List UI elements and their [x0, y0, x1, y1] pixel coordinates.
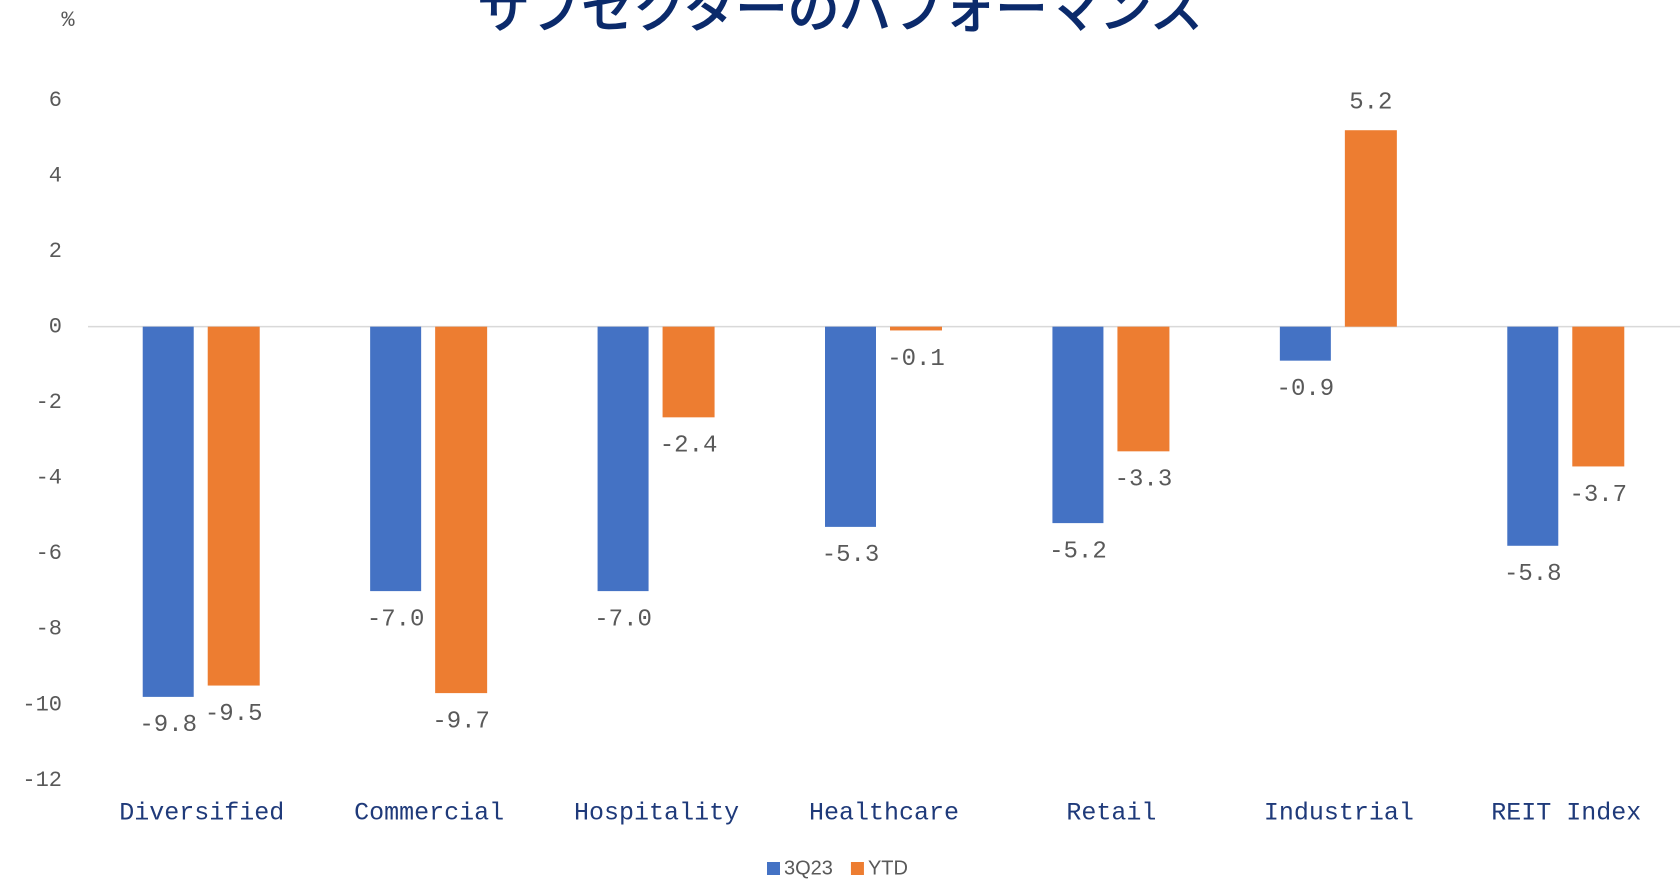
- data-label: -9.7: [432, 708, 490, 735]
- y-tick-label: -4: [36, 466, 62, 491]
- data-label: -9.8: [139, 712, 197, 739]
- data-label: -5.8: [1504, 561, 1562, 588]
- bar: [1052, 326, 1104, 524]
- legend-swatch: [767, 862, 780, 875]
- bar: [1279, 326, 1331, 361]
- x-tick-label: Commercial: [354, 799, 504, 828]
- y-tick-label: 6: [49, 88, 62, 113]
- x-tick-label: Retail: [1066, 799, 1156, 828]
- bar: [597, 326, 649, 592]
- x-tick-label: REIT Index: [1491, 799, 1641, 828]
- bar: [1572, 326, 1625, 467]
- y-tick-label: -2: [36, 390, 62, 415]
- x-tick-label: Healthcare: [809, 799, 959, 828]
- y-tick-label: -6: [36, 541, 62, 566]
- y-tick-label: 4: [49, 163, 62, 188]
- x-tick-label: Hospitality: [574, 799, 739, 828]
- y-tick-label: -10: [22, 692, 62, 717]
- data-label: 5.2: [1349, 90, 1392, 117]
- data-label: -7.0: [594, 606, 652, 633]
- bar: [1117, 326, 1170, 452]
- data-label: -0.9: [1277, 376, 1335, 403]
- data-label: -3.3: [1115, 467, 1173, 494]
- bar: [370, 326, 422, 592]
- bar: [142, 326, 194, 697]
- data-label: -9.5: [205, 701, 263, 728]
- x-tick-label: Diversified: [119, 799, 284, 828]
- bar: [207, 326, 260, 686]
- data-label: -7.0: [367, 606, 425, 633]
- bar: [1344, 130, 1397, 327]
- data-label: -3.7: [1569, 482, 1627, 509]
- bar: [435, 326, 488, 694]
- data-label: -2.4: [660, 433, 718, 460]
- bar: [825, 326, 876, 527]
- y-tick-label: 0: [49, 314, 62, 339]
- legend-label: 3Q23: [784, 857, 833, 879]
- y-unit: %: [61, 8, 75, 33]
- bar: [1507, 326, 1559, 546]
- data-label: -5.2: [1049, 538, 1107, 565]
- x-tick-label: Industrial: [1264, 799, 1414, 828]
- bar: [890, 326, 942, 331]
- data-label: -0.1: [887, 346, 945, 373]
- y-tick-label: -12: [22, 768, 62, 793]
- legend-swatch: [850, 862, 864, 875]
- chart-title: サブセクターのパフォーマンス: [478, 0, 1203, 40]
- y-tick-label: -8: [36, 617, 62, 642]
- data-label: -5.3: [822, 542, 880, 569]
- legend-label: YTD: [868, 857, 908, 879]
- y-tick-label: 2: [49, 239, 62, 264]
- bar: [662, 326, 715, 418]
